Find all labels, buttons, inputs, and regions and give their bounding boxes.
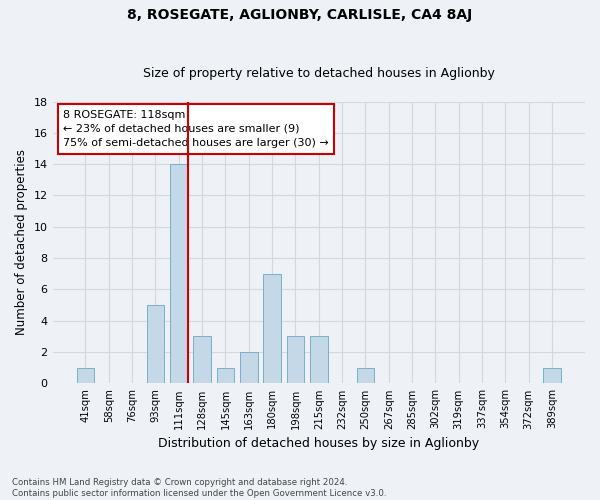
Bar [263,274,281,384]
X-axis label: Distribution of detached houses by size in Aglionby: Distribution of detached houses by size … [158,437,479,450]
Bar [193,336,211,384]
Bar [170,164,188,384]
Bar [217,368,234,384]
Bar [356,368,374,384]
Y-axis label: Number of detached properties: Number of detached properties [15,150,28,336]
Bar [147,305,164,384]
Bar [287,336,304,384]
Text: 8 ROSEGATE: 118sqm
← 23% of detached houses are smaller (9)
75% of semi-detached: 8 ROSEGATE: 118sqm ← 23% of detached hou… [63,110,329,148]
Bar [544,368,561,384]
Text: Contains HM Land Registry data © Crown copyright and database right 2024.
Contai: Contains HM Land Registry data © Crown c… [12,478,386,498]
Title: Size of property relative to detached houses in Aglionby: Size of property relative to detached ho… [143,66,495,80]
Bar [310,336,328,384]
Bar [77,368,94,384]
Text: 8, ROSEGATE, AGLIONBY, CARLISLE, CA4 8AJ: 8, ROSEGATE, AGLIONBY, CARLISLE, CA4 8AJ [127,8,473,22]
Bar [240,352,257,384]
